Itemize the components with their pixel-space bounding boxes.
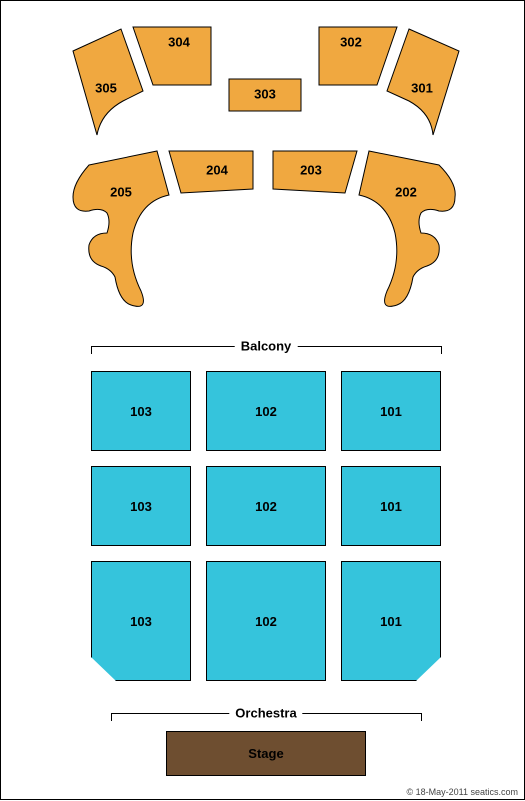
section-204[interactable] <box>169 151 253 193</box>
section-305[interactable] <box>73 29 143 135</box>
section-label-102c: 102 <box>255 614 277 629</box>
section-304[interactable] <box>133 27 211 85</box>
balcony-divider-label: Balcony <box>235 339 298 354</box>
stage: Stage <box>166 731 366 776</box>
section-103c[interactable]: 103 <box>91 561 191 681</box>
balcony-divider-tick-l <box>91 346 92 354</box>
balcony-divider-tick-r <box>441 346 442 354</box>
section-label-103b: 103 <box>130 499 152 514</box>
section-102b[interactable]: 102 <box>206 466 326 546</box>
section-202[interactable] <box>359 151 455 306</box>
stage-label: Stage <box>248 746 283 761</box>
section-label-101c: 101 <box>380 614 402 629</box>
orchestra-divider-tick-l <box>111 713 112 721</box>
section-label-103c: 103 <box>130 614 152 629</box>
section-label-103a: 103 <box>130 404 152 419</box>
section-101b[interactable]: 101 <box>341 466 441 546</box>
section-label-102a: 102 <box>255 404 277 419</box>
section-203[interactable] <box>273 151 357 193</box>
section-205[interactable] <box>73 151 169 306</box>
section-301[interactable] <box>387 29 459 135</box>
section-103a[interactable]: 103 <box>91 371 191 451</box>
section-102a[interactable]: 102 <box>206 371 326 451</box>
orchestra-divider-label: Orchestra <box>229 706 302 721</box>
orchestra-divider-tick-r <box>421 713 422 721</box>
section-label-102b: 102 <box>255 499 277 514</box>
section-101c[interactable]: 101 <box>341 561 441 681</box>
copyright-text: © 18-May-2011 seatics.com <box>406 787 518 797</box>
section-label-101b: 101 <box>380 499 402 514</box>
section-302[interactable] <box>319 27 397 85</box>
seating-chart: 305304303302301205204203202 103102101103… <box>1 1 524 799</box>
section-label-101a: 101 <box>380 404 402 419</box>
section-103b[interactable]: 103 <box>91 466 191 546</box>
section-101a[interactable]: 101 <box>341 371 441 451</box>
section-303[interactable] <box>229 79 301 111</box>
section-102c[interactable]: 102 <box>206 561 326 681</box>
